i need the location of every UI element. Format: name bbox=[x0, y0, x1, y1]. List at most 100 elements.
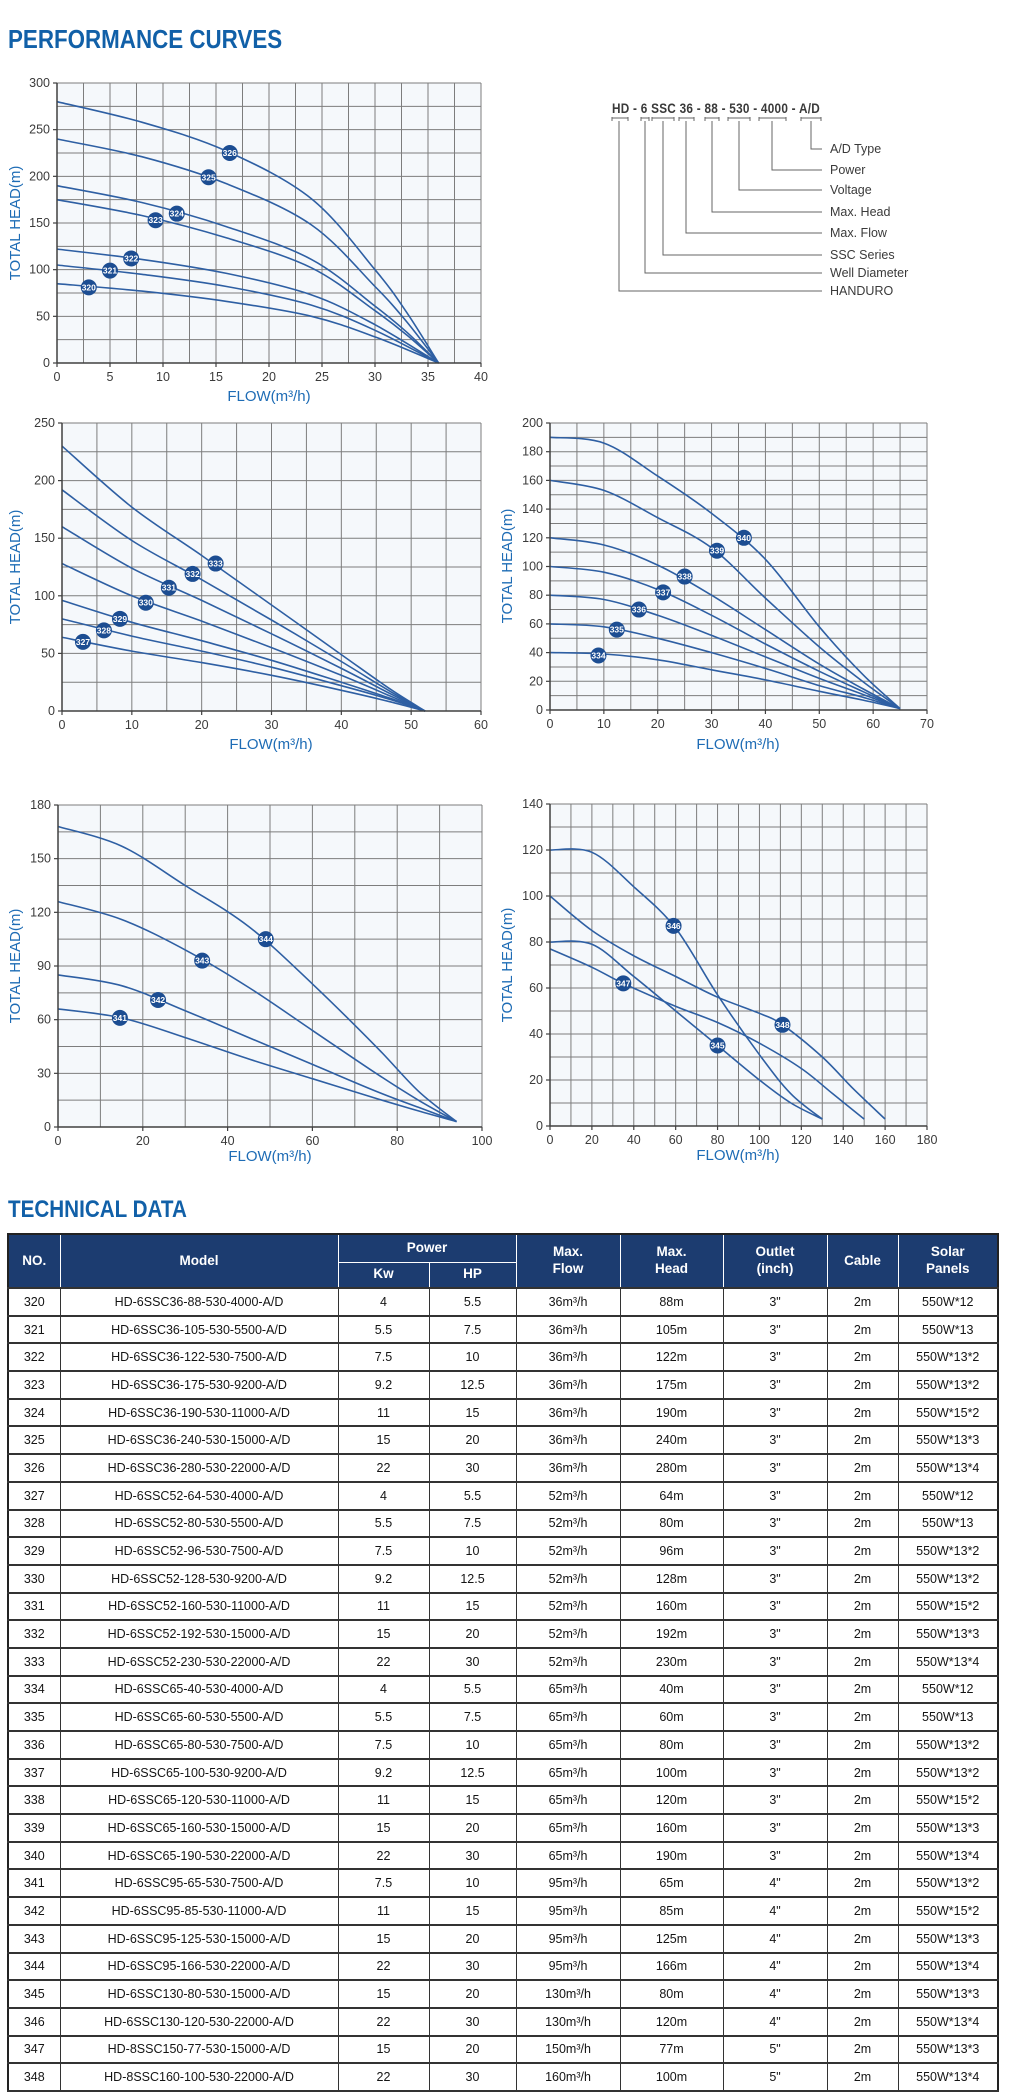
model-cell: HD-6SSC95-65-530-7500-A/D bbox=[59, 1868, 339, 1899]
curve-336 bbox=[549, 594, 901, 710]
curve-marker-335 bbox=[608, 621, 625, 638]
cable-cell: 2m bbox=[826, 1979, 899, 2009]
hp-cell: 10 bbox=[428, 1536, 517, 1566]
solar-panels-cell: 550W*13*3 bbox=[897, 1425, 999, 1456]
curve-344 bbox=[57, 825, 458, 1123]
curve-marker-label: 328 bbox=[97, 625, 111, 635]
table-row: 343 HD-6SSC95-125-530-15000-A/D 15 20 95m³/h… bbox=[7, 1923, 999, 1954]
y-tick-label: 120 bbox=[522, 531, 543, 545]
max-flow-cell: 65m³/h bbox=[515, 1840, 621, 1871]
model-code: HD - 6 SSC 36 - 88 - 530 - 4000 - A/D bbox=[612, 100, 820, 116]
kw-cell: 15 bbox=[337, 1425, 430, 1456]
curve-marker-label: 321 bbox=[103, 266, 117, 276]
hp-cell: 30 bbox=[428, 1840, 517, 1871]
no-cell: 347 bbox=[7, 2034, 61, 2065]
x-tick-label: 10 bbox=[156, 370, 170, 384]
nomenclature-label: A/D Type bbox=[830, 142, 881, 156]
max-head-cell: 80m bbox=[619, 1508, 724, 1539]
y-tick-label: 0 bbox=[536, 703, 543, 717]
max-head-cell: 122m bbox=[619, 1342, 724, 1373]
x-tick-label: 60 bbox=[669, 1133, 683, 1147]
y-tick-label: 300 bbox=[29, 76, 50, 90]
y-tick-label: 80 bbox=[529, 588, 543, 602]
y-tick-label: 200 bbox=[34, 474, 55, 488]
no-cell: 333 bbox=[7, 1646, 61, 1677]
curve-marker-326 bbox=[221, 145, 238, 161]
x-tick-label: 40 bbox=[474, 370, 488, 384]
no-cell: 335 bbox=[7, 1702, 61, 1732]
solar-panels-cell: 550W*13*3 bbox=[897, 1813, 999, 1843]
curve-marker-343 bbox=[194, 952, 211, 969]
outlet-cell: 3" bbox=[722, 1813, 828, 1843]
solar-panels-cell: 550W*12 bbox=[897, 1480, 999, 1511]
technical-data-table: NO. Model Power Max. Flow Max. Head Outlet (inch… bbox=[7, 1233, 1000, 2092]
nomenclature-connector bbox=[727, 117, 822, 191]
curve-326 bbox=[56, 100, 440, 364]
performance-chart-1: 0 5 10 15 20 25 30 35 40 0 50 100 150 200 250 300 FLOW(m… bbox=[7, 76, 488, 405]
kw-cell: 15 bbox=[337, 1979, 430, 2009]
solar-panels-cell: 550W*15*2 bbox=[897, 1397, 999, 1428]
kw-cell: 22 bbox=[337, 1453, 430, 1483]
nomenclature-label: HANDURO bbox=[830, 284, 893, 298]
kw-cell: 11 bbox=[337, 1397, 430, 1428]
table-row: 338 HD-6SSC65-120-530-11000-A/D 11 15 65m³/h… bbox=[7, 1785, 999, 1816]
x-tick-label: 30 bbox=[368, 370, 382, 384]
x-tick-label: 15 bbox=[209, 370, 223, 384]
outlet-cell: 4" bbox=[722, 2006, 828, 2037]
no-cell: 330 bbox=[7, 1563, 61, 1594]
kw-cell: 15 bbox=[337, 2034, 430, 2065]
hp-cell: 20 bbox=[428, 1923, 517, 1954]
header-outlet: Outlet (inch) bbox=[722, 1233, 828, 1289]
cable-cell: 2m bbox=[826, 1702, 899, 1732]
outlet-cell: 3" bbox=[722, 1370, 828, 1400]
max-head-cell: 190m bbox=[619, 1397, 724, 1428]
max-flow-cell: 52m³/h bbox=[515, 1591, 621, 1622]
cable-cell: 2m bbox=[826, 1536, 899, 1566]
curve-marker-328 bbox=[95, 622, 112, 639]
kw-cell: 11 bbox=[337, 1785, 430, 1816]
y-tick-label: 100 bbox=[29, 263, 50, 277]
model-cell: HD-6SSC130-120-530-22000-A/D bbox=[59, 2006, 339, 2037]
curve-marker-label: 347 bbox=[616, 978, 630, 988]
curve-marker-label: 333 bbox=[209, 559, 223, 569]
y-tick-label: 60 bbox=[37, 1013, 51, 1027]
no-cell: 322 bbox=[7, 1342, 61, 1373]
outlet-cell: 3" bbox=[722, 1619, 828, 1649]
model-cell: HD-6SSC65-190-530-22000-A/D bbox=[59, 1840, 339, 1871]
outlet-cell: 5" bbox=[722, 2034, 828, 2065]
max-head-cell: 105m bbox=[619, 1314, 724, 1345]
max-flow-cell: 130m³/h bbox=[515, 2006, 621, 2037]
curve-348 bbox=[549, 895, 886, 1120]
kw-cell: 15 bbox=[337, 1619, 430, 1649]
y-tick-label: 20 bbox=[529, 1073, 543, 1087]
cable-cell: 2m bbox=[826, 1896, 899, 1926]
x-tick-label: 100 bbox=[472, 1134, 493, 1148]
x-tick-label: 0 bbox=[54, 370, 61, 384]
curve-marker-label: 340 bbox=[737, 533, 751, 543]
table-row: 334 HD-6SSC65-40-530-4000-A/D 4 5.5 65m³/h 40… bbox=[7, 1674, 999, 1705]
cable-cell: 2m bbox=[826, 1508, 899, 1539]
table-row: 323 HD-6SSC36-175-530-9200-A/D 9.2 12.5 36m³… bbox=[7, 1370, 999, 1400]
table-row: 335 HD-6SSC65-60-530-5500-A/D 5.5 7.5 65m³/h… bbox=[7, 1702, 999, 1732]
model-cell: HD-6SSC52-80-530-5500-A/D bbox=[59, 1508, 339, 1539]
x-axis-title: FLOW(m³/h) bbox=[229, 736, 312, 753]
y-tick-label: 150 bbox=[34, 531, 55, 545]
curve-marker-342 bbox=[150, 991, 167, 1008]
curve-marker-label: 323 bbox=[148, 215, 162, 225]
y-axis-title: TOTAL HEAD(m) bbox=[499, 908, 516, 1023]
curve-marker-347 bbox=[615, 975, 632, 992]
kw-cell: 5.5 bbox=[337, 1508, 430, 1539]
outlet-cell: 3" bbox=[722, 1425, 828, 1456]
model-cell: HD-6SSC65-120-530-11000-A/D bbox=[59, 1785, 339, 1816]
max-flow-cell: 52m³/h bbox=[515, 1536, 621, 1566]
outlet-cell: 3" bbox=[722, 1314, 828, 1345]
y-tick-label: 140 bbox=[522, 797, 543, 811]
curve-marker-label: 330 bbox=[139, 598, 153, 608]
y-tick-label: 0 bbox=[536, 1119, 543, 1133]
table-row: 331 HD-6SSC52-160-530-11000-A/D 11 15 52m³/h… bbox=[7, 1591, 999, 1622]
curve-marker-label: 332 bbox=[185, 569, 199, 579]
outlet-cell: 3" bbox=[722, 1397, 828, 1428]
no-cell: 337 bbox=[7, 1757, 61, 1788]
table-row: 339 HD-6SSC65-160-530-15000-A/D 15 20 65m³/h… bbox=[7, 1813, 999, 1843]
no-cell: 325 bbox=[7, 1425, 61, 1456]
